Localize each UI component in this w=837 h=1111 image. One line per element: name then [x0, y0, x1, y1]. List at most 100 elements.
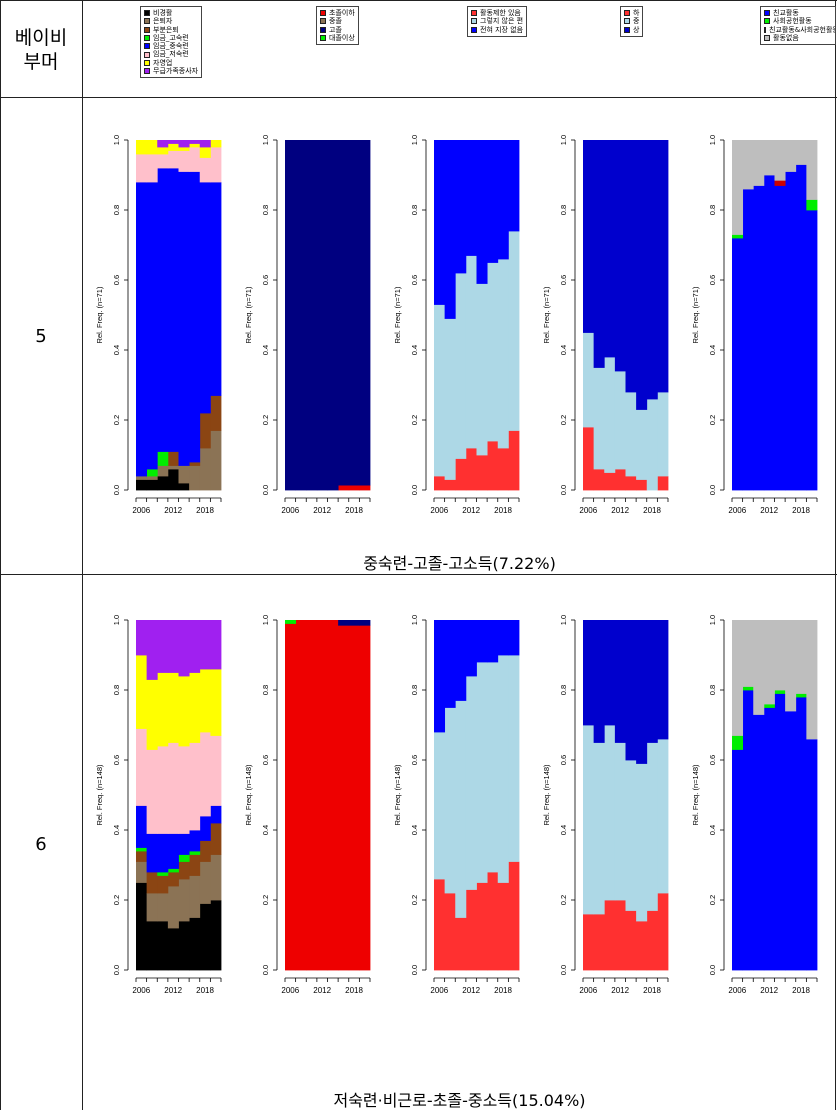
- bar-segment: [774, 140, 786, 181]
- y-tick-label: 0.6: [261, 755, 270, 765]
- bar-segment: [732, 735, 744, 750]
- x-tick-label: 2012: [611, 986, 629, 995]
- series-친교활동: [732, 690, 818, 971]
- y-tick-label: 0.2: [708, 895, 717, 905]
- bar-segment: [359, 620, 371, 626]
- bar-segment: [646, 140, 658, 400]
- y-tick-label: 0.4: [112, 345, 121, 355]
- bar-segment: [583, 140, 595, 333]
- bar-segment: [497, 655, 509, 883]
- x-tick-label: 2018: [196, 986, 214, 995]
- x-tick-label: 2006: [728, 986, 746, 995]
- header-row-label: 베이비 부머: [0, 26, 82, 74]
- bar-segment: [742, 140, 754, 190]
- bar-segment: [795, 620, 807, 694]
- bar-segment: [146, 479, 158, 491]
- bar-segment: [316, 140, 328, 491]
- series-비경활: [136, 469, 190, 491]
- series-초졸이하: [285, 620, 371, 971]
- bar-segment: [497, 620, 509, 656]
- bar-segment: [497, 448, 509, 491]
- series-그렇지 않은 편: [434, 655, 520, 918]
- bar-segment: [178, 147, 190, 151]
- bar-segment: [146, 182, 158, 470]
- bar-segment: [157, 140, 169, 148]
- bar-segment: [455, 620, 467, 701]
- bar-segment: [732, 234, 744, 239]
- y-tick-label: 0.4: [708, 345, 717, 355]
- bar-segment: [157, 921, 169, 971]
- legend-item: 고졸: [320, 26, 355, 34]
- bar-segment: [189, 851, 201, 855]
- legend-swatch: [624, 10, 630, 17]
- bar-segment: [465, 620, 477, 677]
- y-axis: 0.0 0.2 0.4 0.6 0.8 1.0: [559, 135, 576, 495]
- bar-segment: [189, 620, 201, 673]
- bar-segment: [657, 620, 669, 740]
- bar-segment: [444, 707, 456, 894]
- bar-segment: [646, 399, 658, 491]
- bar-segment: [476, 882, 488, 971]
- bar-segment: [316, 620, 328, 971]
- x-tick-label: 2006: [281, 986, 299, 995]
- bar-segment: [189, 742, 201, 831]
- legend-label: 그렇지 않은 편: [480, 17, 524, 26]
- bar-segment: [625, 140, 637, 393]
- y-axis-label: Rel. Freq. (n=148): [542, 764, 551, 826]
- bar-segment: [210, 430, 222, 491]
- x-tick-label: 2006: [132, 986, 150, 995]
- y-axis: 0.0 0.2 0.4 0.6 0.8 1.0: [410, 615, 427, 975]
- bar-segment: [614, 140, 626, 372]
- bar-segment: [583, 914, 595, 971]
- bar-segment: [178, 676, 190, 747]
- bar-segment: [210, 805, 222, 824]
- bar-segment: [136, 655, 148, 729]
- bar-segment: [210, 735, 222, 806]
- legend-swatch: [471, 26, 477, 33]
- bar-segment: [167, 620, 179, 673]
- bar-segment: [178, 854, 190, 862]
- bar-segment: [167, 465, 179, 470]
- legend-label: 활동제한 있음: [480, 9, 521, 17]
- row-label-5: 5: [35, 326, 47, 347]
- bar-segment: [753, 620, 765, 715]
- bar-segment: [167, 742, 179, 834]
- bar-segment: [455, 140, 467, 274]
- legend-swatch: [471, 18, 477, 25]
- legend-label: 친교활동&사회공헌활동: [769, 25, 836, 34]
- x-tick-label: 2012: [462, 986, 480, 995]
- legend-label: 중: [633, 17, 640, 26]
- bar-segment: [625, 392, 637, 477]
- y-tick-label: 0.8: [112, 205, 121, 215]
- legend-label: 전혀 지장 없음: [480, 25, 524, 34]
- bar-segment: [646, 742, 658, 911]
- table-divider-rows: [0, 574, 837, 575]
- legend-label: 초졸이하: [329, 9, 355, 17]
- bar-segment: [157, 746, 169, 834]
- series-친교활동: [732, 164, 818, 491]
- x-axis: 2006 2012 2018: [132, 497, 222, 515]
- x-axis: 2006 2012 2018: [430, 497, 520, 515]
- series-은퇴자: [136, 430, 222, 491]
- y-tick-label: 1.0: [261, 135, 270, 145]
- bar-segment: [327, 140, 339, 491]
- bar-segment: [508, 430, 520, 491]
- bar-segment: [636, 140, 648, 410]
- series-중: [583, 725, 669, 922]
- bar-segment: [444, 620, 456, 708]
- table-divider-column: [82, 0, 83, 1110]
- bar-segment: [476, 140, 488, 284]
- series-전혀 지장 없음: [434, 140, 520, 319]
- y-axis-label: Rel. Freq. (n=71): [393, 286, 402, 343]
- legend-item: 그렇지 않은 편: [471, 17, 523, 25]
- legend-item: 전혀 지장 없음: [471, 26, 523, 34]
- legend-item: 하: [624, 9, 639, 17]
- bar-segment: [157, 872, 169, 876]
- series-부분은퇴: [167, 395, 222, 466]
- legend-swatch: [144, 43, 150, 50]
- series-사회공헌활동: [732, 686, 807, 750]
- bar-segment: [487, 262, 499, 442]
- bar-segment: [785, 711, 797, 971]
- bar-segment: [199, 182, 211, 414]
